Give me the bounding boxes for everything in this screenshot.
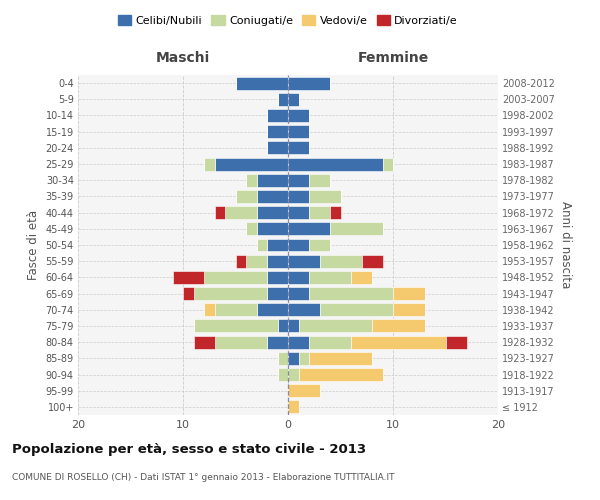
Bar	[267, 142, 288, 154]
Bar	[225, 206, 257, 219]
Bar	[299, 320, 372, 332]
Bar	[299, 352, 309, 365]
Text: COMUNE DI ROSELLO (CH) - Dati ISTAT 1° gennaio 2013 - Elaborazione TUTTITALIA.IT: COMUNE DI ROSELLO (CH) - Dati ISTAT 1° g…	[12, 472, 395, 482]
Bar	[372, 320, 425, 332]
Bar	[445, 336, 467, 348]
Bar	[204, 158, 215, 170]
Bar	[257, 206, 288, 219]
Bar	[309, 336, 351, 348]
Bar	[288, 368, 299, 381]
Bar	[288, 320, 299, 332]
Bar	[320, 254, 361, 268]
Bar	[288, 190, 309, 203]
Bar	[288, 254, 320, 268]
Bar	[257, 222, 288, 235]
Bar	[173, 271, 204, 284]
Bar	[288, 109, 309, 122]
Bar	[267, 238, 288, 252]
Y-axis label: Anni di nascita: Anni di nascita	[559, 202, 572, 288]
Bar	[257, 238, 267, 252]
Bar	[299, 368, 383, 381]
Bar	[288, 400, 299, 413]
Bar	[246, 222, 257, 235]
Bar	[267, 254, 288, 268]
Bar	[309, 352, 372, 365]
Bar	[288, 206, 309, 219]
Bar	[288, 304, 320, 316]
Bar	[277, 320, 288, 332]
Bar	[288, 287, 309, 300]
Text: Popolazione per età, sesso e stato civile - 2013: Popolazione per età, sesso e stato civil…	[12, 442, 366, 456]
Bar	[267, 125, 288, 138]
Bar	[309, 238, 330, 252]
Bar	[288, 158, 383, 170]
Bar	[288, 76, 330, 90]
Bar	[393, 287, 425, 300]
Bar	[215, 304, 257, 316]
Bar	[288, 238, 309, 252]
Bar	[215, 206, 225, 219]
Bar	[393, 304, 425, 316]
Bar	[257, 304, 288, 316]
Bar	[309, 174, 330, 186]
Bar	[277, 352, 288, 365]
Bar	[288, 384, 320, 397]
Bar	[193, 336, 215, 348]
Bar	[309, 271, 351, 284]
Bar	[215, 336, 267, 348]
Bar	[267, 287, 288, 300]
Bar	[193, 287, 267, 300]
Bar	[257, 174, 288, 186]
Bar	[288, 352, 299, 365]
Bar	[193, 320, 277, 332]
Bar	[288, 336, 309, 348]
Legend: Celibi/Nubili, Coniugati/e, Vedovi/e, Divorziati/e: Celibi/Nubili, Coniugati/e, Vedovi/e, Di…	[113, 10, 463, 30]
Bar	[257, 190, 288, 203]
Bar	[309, 190, 341, 203]
Bar	[330, 206, 341, 219]
Bar	[361, 254, 383, 268]
Bar	[277, 93, 288, 106]
Y-axis label: Fasce di età: Fasce di età	[27, 210, 40, 280]
Bar	[215, 158, 288, 170]
Bar	[235, 190, 257, 203]
Bar	[288, 174, 309, 186]
Bar	[183, 287, 193, 300]
Bar	[288, 142, 309, 154]
Bar	[204, 304, 215, 316]
Bar	[288, 271, 309, 284]
Bar	[277, 368, 288, 381]
Bar	[288, 125, 309, 138]
Bar	[204, 271, 267, 284]
Bar	[235, 254, 246, 268]
Bar	[267, 109, 288, 122]
Bar	[383, 158, 393, 170]
Bar	[351, 271, 372, 284]
Bar	[320, 304, 393, 316]
Bar	[309, 206, 330, 219]
Bar	[246, 174, 257, 186]
Text: Maschi: Maschi	[156, 51, 210, 65]
Text: Femmine: Femmine	[358, 51, 428, 65]
Bar	[246, 254, 267, 268]
Bar	[267, 336, 288, 348]
Bar	[288, 222, 330, 235]
Bar	[235, 76, 288, 90]
Bar	[351, 336, 445, 348]
Bar	[330, 222, 383, 235]
Bar	[267, 271, 288, 284]
Bar	[309, 287, 393, 300]
Bar	[288, 93, 299, 106]
